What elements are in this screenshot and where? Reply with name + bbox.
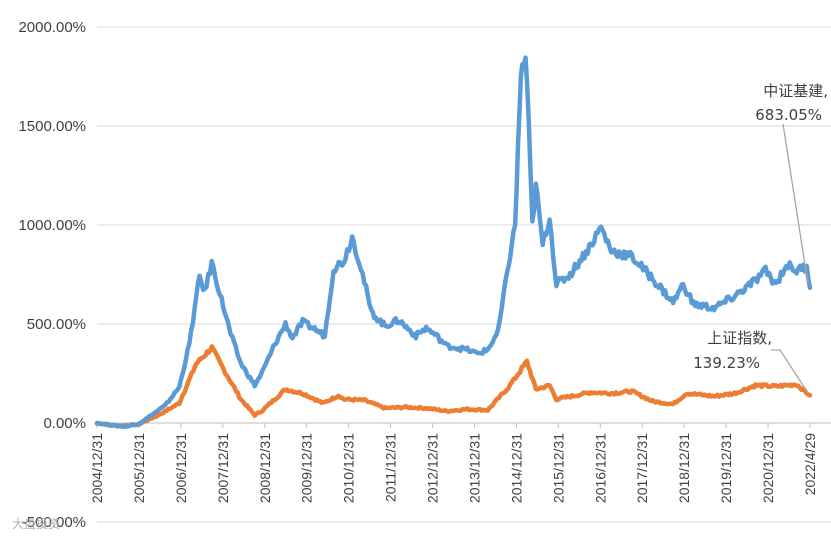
series-lines [94,55,813,430]
x-tick-label: 2012/12/31 [425,433,441,503]
leader-line-jijian [782,123,809,285]
series-line-jijian [94,55,813,430]
y-tick-label: -500.00% [22,514,86,531]
y-tick-label: 500.00% [27,316,86,333]
x-tick-label: 2018/12/31 [676,433,692,503]
x-tick-label: 2020/12/31 [760,433,776,503]
annotation-shangzheng-value: 139.23% [693,354,760,372]
annotation-jijian-name: 中证基建, [763,82,828,100]
annotation-jijian-value: 683.05% [755,106,822,124]
leader-line-shangzheng [771,349,809,394]
x-tick-label: 2005/12/31 [131,433,147,503]
x-tick-label: 2006/12/31 [173,433,189,503]
x-tick-label: 2008/12/31 [257,433,273,503]
x-tick-label: 2017/12/31 [634,433,650,503]
watermark: 大盘投资 [12,516,60,531]
y-tick-label: 1500.00% [18,118,86,135]
x-tick-label: 2013/12/31 [466,433,482,503]
x-tick-label: 2010/12/31 [341,433,357,503]
x-tick-label: 2014/12/31 [508,433,524,503]
x-tick-label: 2009/12/31 [299,433,315,503]
x-tick-label: 2022/4/29 [802,433,818,495]
annotation-shangzheng-name: 上证指数, [707,329,772,347]
gridlines [97,26,831,523]
annotation-shangzheng: 上证指数, 139.23% [693,329,809,394]
x-tick-label: 2015/12/31 [550,433,566,503]
x-tick-label: 2016/12/31 [592,433,608,503]
x-tick-label: 2011/12/31 [383,433,399,502]
y-axis-ticks: 2000.00% 1500.00% 1000.00% 500.00% 0.00% -500… [18,19,86,531]
x-tick-label: 2007/12/31 [215,433,231,503]
series-line-shangzheng [94,344,813,429]
annotation-jijian: 中证基建, 683.05% [755,82,828,285]
x-tick-label: 2019/12/31 [718,433,734,503]
x-axis [96,422,831,428]
y-tick-label: 0.00% [43,415,86,432]
x-tick-label: 2004/12/31 [89,433,105,503]
x-axis-ticks: 2004/12/31 2005/12/31 2006/12/31 2007/12/31… [89,433,818,503]
y-tick-label: 2000.00% [18,19,86,36]
y-tick-label: 1000.00% [18,217,86,234]
